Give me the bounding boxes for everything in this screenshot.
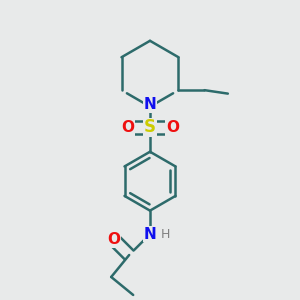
Text: S: S	[144, 118, 156, 136]
Text: N: N	[144, 227, 156, 242]
Text: N: N	[144, 98, 156, 112]
Text: O: O	[121, 120, 134, 135]
Text: H: H	[161, 228, 170, 241]
Text: O: O	[166, 120, 179, 135]
Text: O: O	[107, 232, 121, 247]
